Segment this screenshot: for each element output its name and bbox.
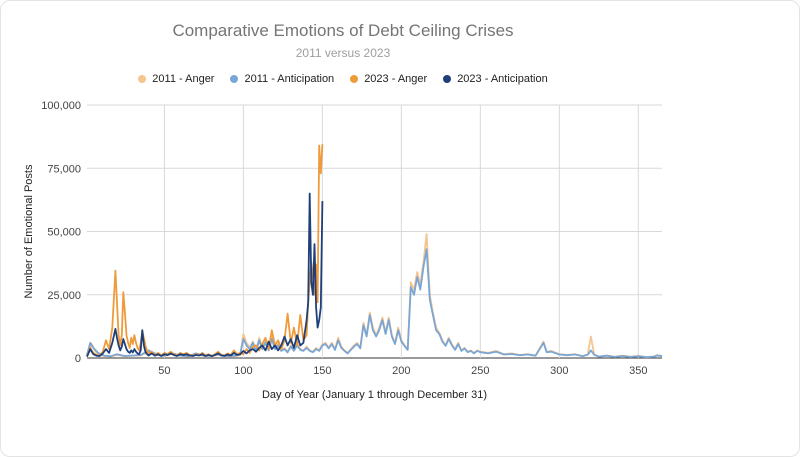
legend-label-2023-anger: 2023 - Anger: [364, 73, 428, 85]
legend-swatch-2011-anger: [138, 75, 147, 83]
x-tick-label: 50: [158, 365, 170, 377]
x-tick-label: 200: [392, 365, 410, 377]
y-tick-label: 0: [75, 353, 81, 365]
series-line-2011-anger: [86, 233, 663, 358]
y-tick-label: 50,000: [47, 227, 81, 239]
chart-title: Comparative Emotions of Debt Ceiling Cri…: [172, 21, 514, 40]
legend-label-2011-anticipation: 2011 - Anticipation: [244, 73, 335, 85]
legend-swatch-2023-anger: [350, 75, 359, 83]
y-tick-label: 75,000: [47, 163, 81, 175]
series-line-2023-anticipation: [86, 192, 324, 358]
y-tick-label: 100,000: [41, 100, 81, 112]
x-tick-label: 150: [313, 365, 331, 377]
chart-legend: 2011 - Anger 2011 - Anticipation 2023 - …: [1, 73, 685, 85]
x-axis-title: Day of Year (January 1 through December …: [262, 389, 487, 401]
x-tick-label: 300: [550, 365, 568, 377]
legend-item-2023-anticipation[interactable]: 2023 - Anticipation: [443, 73, 548, 85]
chart-subtitle: 2011 versus 2023: [295, 46, 391, 60]
legend-label-2023-anticipation: 2023 - Anticipation: [457, 73, 548, 85]
legend-swatch-2023-anticipation: [443, 75, 452, 83]
y-axis-title: Number of Emotional Posts: [23, 164, 35, 298]
x-tick-label: 100: [234, 365, 252, 377]
legend-label-2011-anger: 2011 - Anger: [152, 73, 215, 85]
legend-swatch-2011-anticipation: [230, 75, 239, 83]
x-tick-label: 350: [629, 365, 647, 377]
series-line-2023-anger: [86, 144, 324, 357]
legend-item-2011-anger[interactable]: 2011 - Anger: [138, 73, 214, 85]
legend-item-2011-anticipation[interactable]: 2011 - Anticipation: [230, 73, 334, 85]
x-tick-label: 250: [471, 365, 489, 377]
series-line-2011-anticipation: [86, 248, 663, 359]
legend-item-2023-anger[interactable]: 2023 - Anger: [350, 73, 427, 85]
y-tick-label: 25,000: [47, 290, 81, 302]
